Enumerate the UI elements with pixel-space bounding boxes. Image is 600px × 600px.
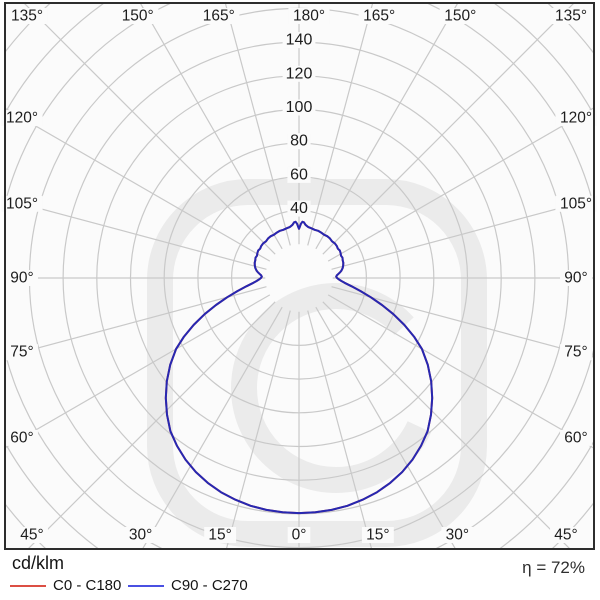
legend-label-c90: C90 - C270: [171, 577, 248, 594]
svg-text:180°: 180°: [293, 8, 325, 25]
radial-units-label: cd/klm: [12, 553, 65, 573]
svg-text:150°: 150°: [122, 8, 154, 25]
svg-text:60: 60: [290, 166, 308, 183]
svg-text:150°: 150°: [444, 8, 476, 25]
legend-label-c0: C0 - C180: [53, 577, 122, 594]
svg-text:80: 80: [290, 133, 308, 150]
svg-text:15°: 15°: [366, 527, 389, 544]
svg-text:135°: 135°: [11, 8, 43, 25]
svg-text:120°: 120°: [560, 110, 592, 127]
legend-item-c0: C0 - C180: [10, 577, 121, 594]
svg-text:90°: 90°: [10, 270, 33, 287]
svg-text:165°: 165°: [203, 8, 235, 25]
svg-text:90°: 90°: [564, 270, 587, 287]
intensity-curves: [164, 220, 434, 515]
svg-text:75°: 75°: [564, 344, 587, 361]
svg-text:60°: 60°: [10, 429, 33, 446]
plot-frame: [4, 2, 595, 550]
svg-text:100: 100: [286, 99, 313, 116]
svg-text:105°: 105°: [560, 195, 592, 212]
svg-text:15°: 15°: [208, 527, 231, 544]
svg-text:60°: 60°: [564, 429, 587, 446]
svg-text:45°: 45°: [20, 527, 43, 544]
axis-labels: 0° 15° 15° 30° 30° 45° 45° 60° 60° 75° 75° 90° 90° 10…: [1, 8, 597, 544]
svg-text:165°: 165°: [363, 8, 395, 25]
svg-text:140: 140: [286, 32, 313, 49]
svg-text:30°: 30°: [129, 527, 152, 544]
watermark-logo: [147, 179, 487, 547]
curve-c90-c270: [164, 220, 434, 515]
svg-text:105°: 105°: [6, 195, 38, 212]
svg-text:0°: 0°: [292, 527, 307, 544]
legend-swatch-c90: [128, 584, 164, 587]
legend-item-c90: C90 - C270: [128, 577, 248, 594]
svg-text:75°: 75°: [10, 344, 33, 361]
legend-swatch-c0: [10, 584, 46, 587]
svg-text:120°: 120°: [6, 110, 38, 127]
svg-text:40: 40: [290, 200, 308, 217]
svg-text:45°: 45°: [554, 527, 577, 544]
svg-text:135°: 135°: [555, 8, 587, 25]
legend: cd/klm C0 - C180 C90 - C270 η = 72%: [0, 550, 600, 600]
svg-text:120: 120: [286, 65, 313, 82]
svg-text:30°: 30°: [446, 527, 469, 544]
efficiency-label: η = 72%: [522, 558, 585, 577]
